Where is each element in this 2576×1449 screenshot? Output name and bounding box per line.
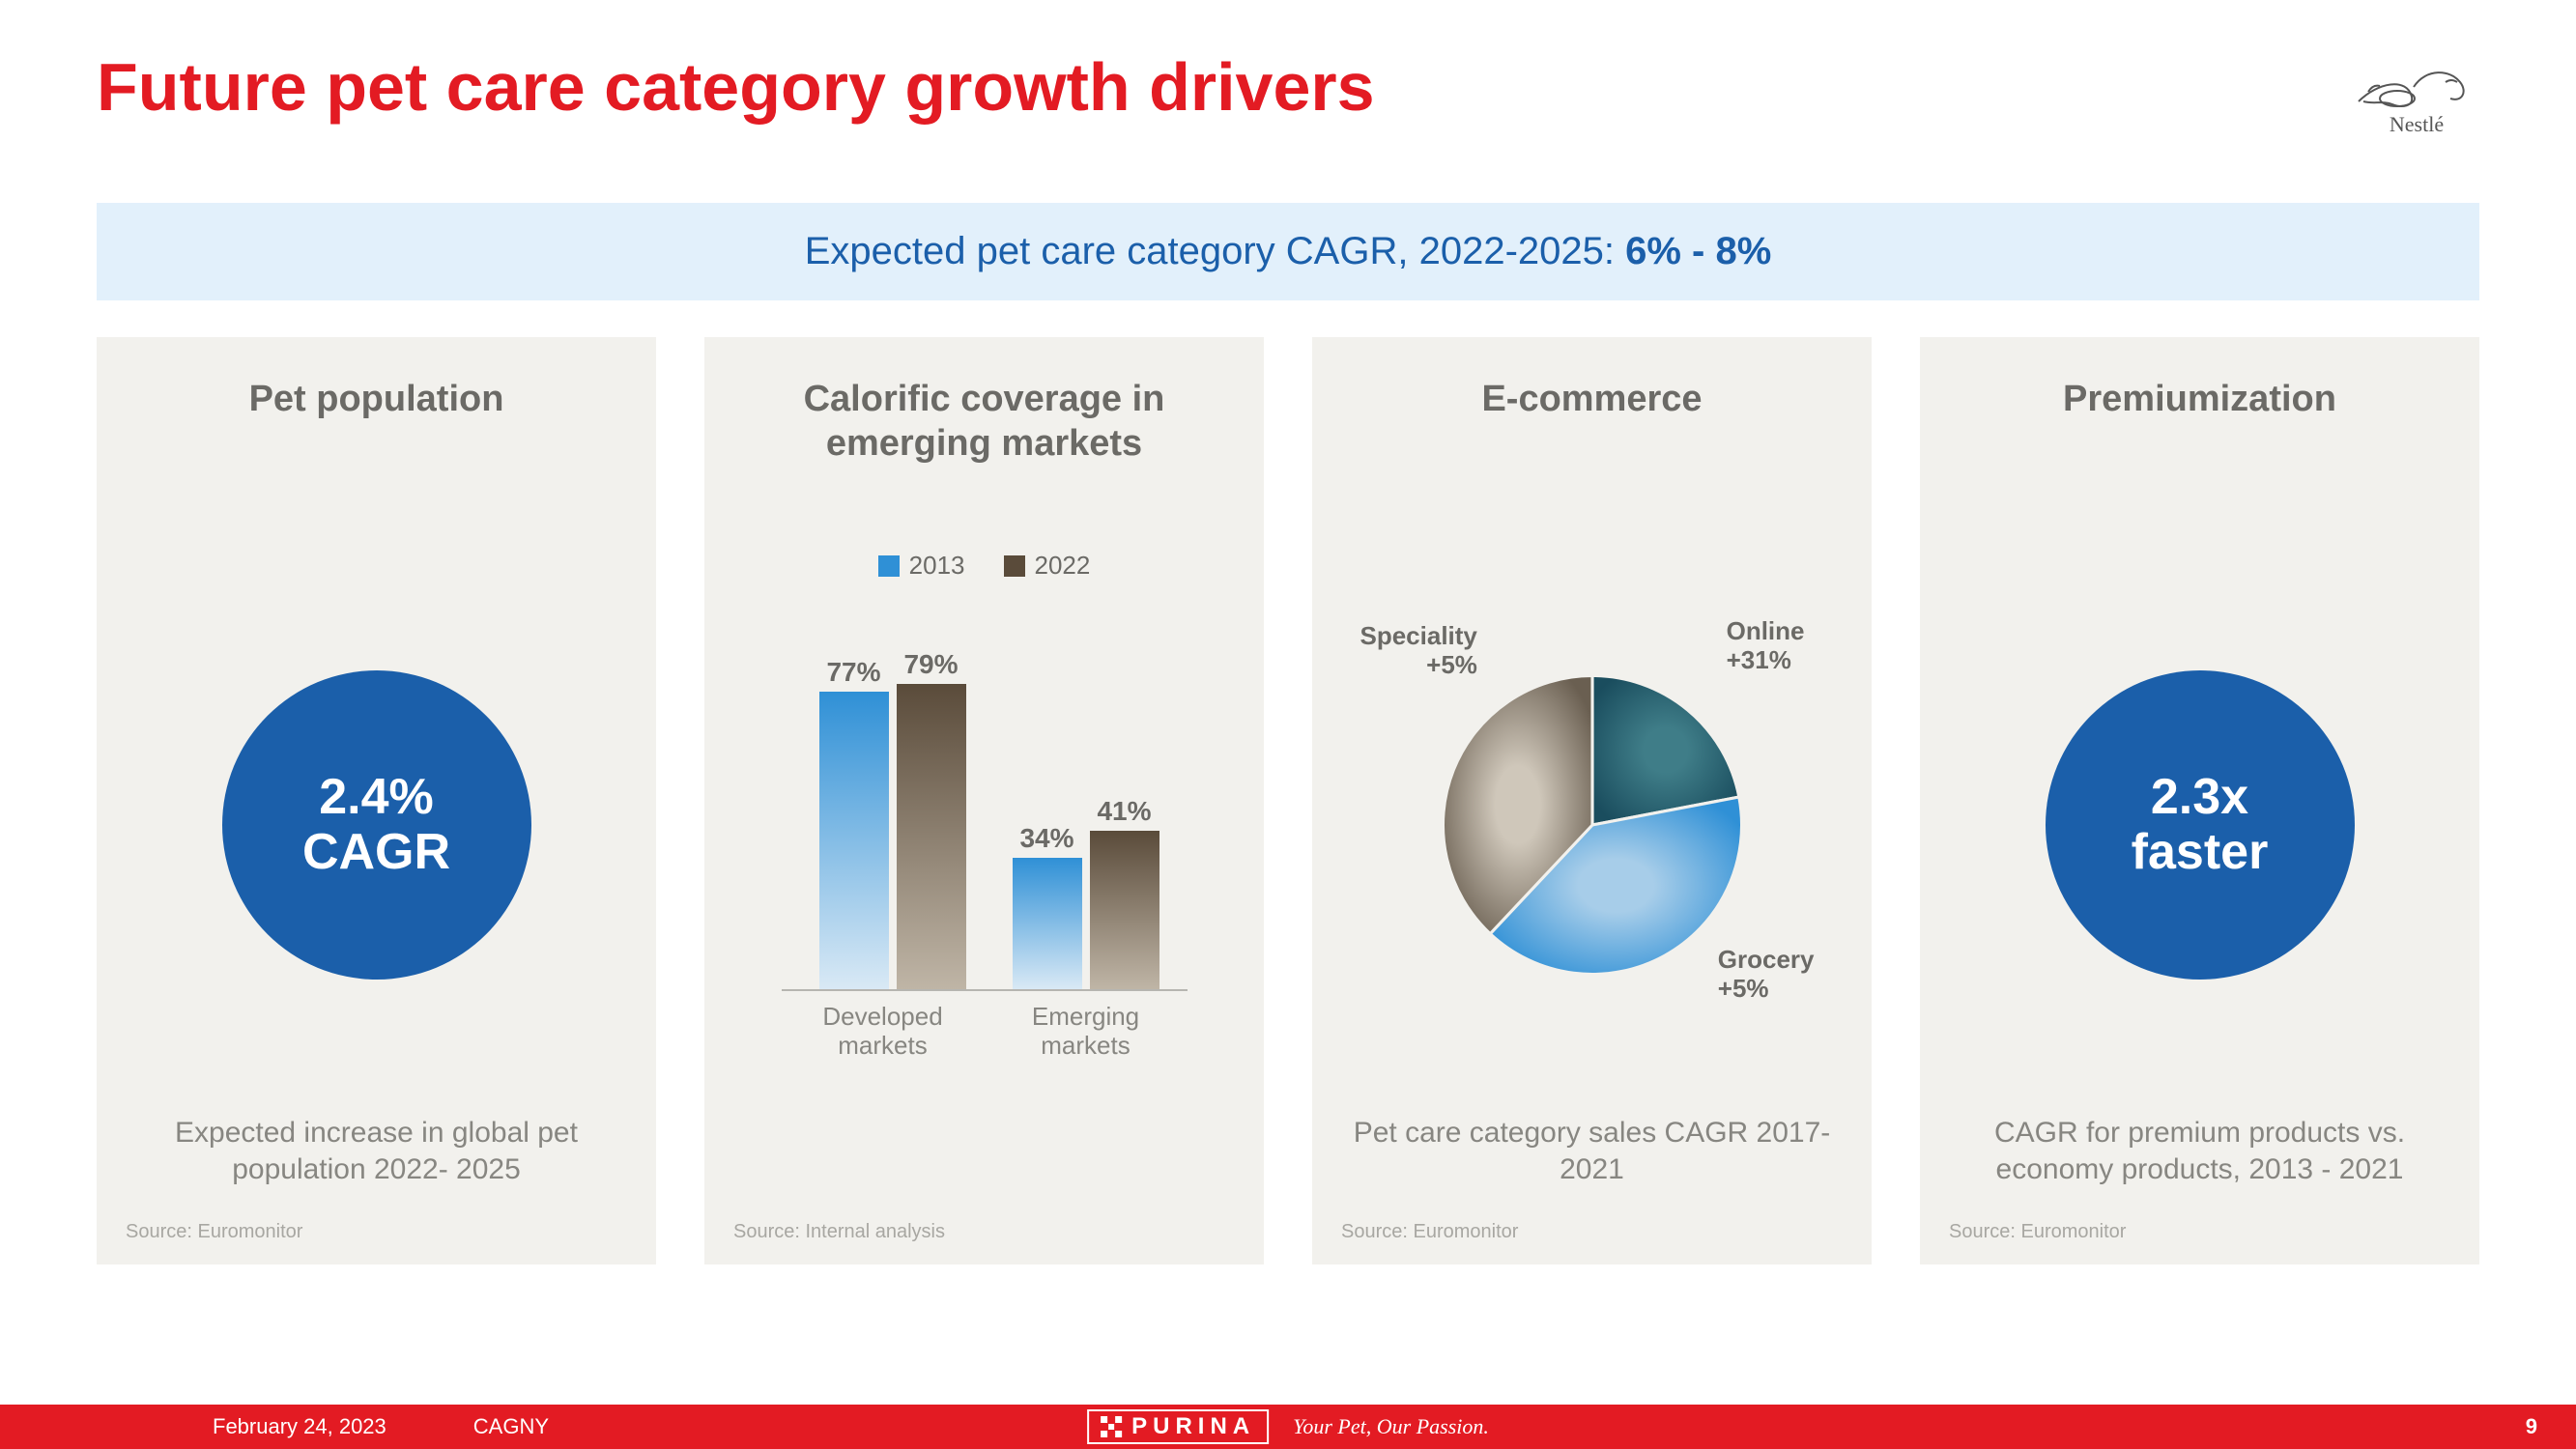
slide: Future pet care category growth drivers …: [0, 0, 2576, 1449]
card-calorific: Calorific coverage in emerging markets 2…: [704, 337, 1264, 1264]
legend-2022: 2022: [1004, 551, 1091, 581]
card-caption: Pet care category sales CAGR 2017-2021: [1341, 1115, 1843, 1187]
card-source: Source: Euromonitor: [1341, 1221, 1518, 1243]
legend-2013-label: 2013: [909, 551, 965, 581]
card-title: Calorific coverage in emerging markets: [733, 378, 1235, 474]
bar-value-label: 79%: [897, 649, 966, 680]
card-title: Premiumization: [1949, 378, 2450, 474]
page-number: 9: [2526, 1414, 2537, 1439]
circle-line2: faster: [2132, 825, 2269, 880]
legend-2022-label: 2022: [1035, 551, 1091, 581]
circle-line2: CAGR: [302, 825, 450, 880]
pie-label-online: Online +31%: [1727, 617, 1805, 675]
x-label-developed: Developed markets: [782, 1003, 985, 1061]
card-caption: Expected increase in global pet populati…: [126, 1115, 627, 1187]
purina-logo: PURINA: [1087, 1409, 1269, 1444]
footer-center: PURINA Your Pet, Our Passion.: [1087, 1409, 1489, 1444]
page-title: Future pet care category growth drivers: [97, 48, 1375, 126]
card-body: 2.4% CAGR: [97, 530, 656, 1120]
bar-2013: 77%: [819, 692, 889, 989]
nest-icon: [2354, 48, 2479, 116]
card-body: Online +31% Grocery +5% Speciality +5%: [1312, 530, 1872, 1120]
card-title: E-commerce: [1341, 378, 1843, 474]
bar-value-label: 34%: [1013, 823, 1082, 854]
bar-2022: 41%: [1090, 831, 1159, 989]
bar-legend: 2013 2022: [878, 551, 1091, 581]
pie-value: +5%: [1718, 974, 1769, 1003]
swatch-2022: [1004, 555, 1025, 577]
x-label-emerging: Emerging markets: [985, 1003, 1188, 1061]
bar-group: 77%79%: [811, 684, 975, 989]
card-source: Source: Euromonitor: [1949, 1221, 2126, 1243]
pie-label-speciality: Speciality +5%: [1360, 622, 1477, 680]
card-premiumization: Premiumization 2.3x faster CAGR for prem…: [1920, 337, 2479, 1264]
banner-text: Expected pet care category CAGR, 2022-20…: [97, 230, 2479, 273]
pie-name: Grocery: [1718, 945, 1815, 974]
card-pet-population: Pet population 2.4% CAGR Expected increa…: [97, 337, 656, 1264]
card-ecommerce: E-commerce Online +31% Grocery +5% Speci…: [1312, 337, 1872, 1264]
header-row: Future pet care category growth drivers …: [97, 48, 2479, 145]
legend-2013: 2013: [878, 551, 965, 581]
bar-value-label: 41%: [1090, 796, 1159, 827]
nestle-logo: Nestlé: [2354, 48, 2479, 145]
bar-2013: 34%: [1013, 858, 1082, 989]
footer-tagline: Your Pet, Our Passion.: [1293, 1414, 1489, 1439]
card-body: 2013 2022 77%79%34%41% Developed markets…: [704, 492, 1264, 1120]
footer-date: February 24, 2023: [213, 1414, 386, 1439]
circle-line1: 2.3x: [2151, 770, 2248, 825]
swatch-2013: [878, 555, 900, 577]
pie-svg: [1428, 661, 1757, 989]
card-source: Source: Internal analysis: [733, 1221, 945, 1243]
card-title: Pet population: [126, 378, 627, 474]
stat-circle: 2.4% CAGR: [222, 670, 531, 980]
banner-prefix: Expected pet care category CAGR, 2022-20…: [805, 230, 1625, 272]
card-source: Source: Euromonitor: [126, 1221, 302, 1243]
pie-name: Speciality: [1360, 621, 1477, 650]
footer-bar: February 24, 2023 CAGNY PURINA Your Pet,…: [0, 1405, 2576, 1449]
banner-bold: 6% - 8%: [1625, 230, 1771, 272]
stat-circle: 2.3x faster: [2046, 670, 2355, 980]
bar-group: 34%41%: [1004, 831, 1168, 989]
cagr-banner: Expected pet care category CAGR, 2022-20…: [97, 203, 2479, 300]
bar-x-labels: Developed markets Emerging markets: [782, 1003, 1188, 1061]
bar-2022: 79%: [897, 684, 966, 989]
footer-event: CAGNY: [473, 1414, 549, 1439]
pie-value: +31%: [1727, 645, 1791, 674]
nestle-wordmark: Nestlé: [2354, 112, 2479, 137]
pie-label-grocery: Grocery +5%: [1718, 946, 1815, 1004]
card-body: 2.3x faster: [1920, 530, 2479, 1120]
bar-value-label: 77%: [819, 657, 889, 688]
bar-chart: 77%79%34%41%: [782, 605, 1188, 991]
cards-grid: Pet population 2.4% CAGR Expected increa…: [97, 337, 2479, 1264]
checkerboard-icon: [1101, 1416, 1122, 1437]
pie-name: Online: [1727, 616, 1805, 645]
card-caption: CAGR for premium products vs. economy pr…: [1949, 1115, 2450, 1187]
pie-chart: Online +31% Grocery +5% Speciality +5%: [1389, 622, 1795, 1028]
pie-value: +5%: [1426, 650, 1477, 679]
purina-wordmark: PURINA: [1131, 1413, 1255, 1440]
circle-line1: 2.4%: [319, 770, 434, 825]
